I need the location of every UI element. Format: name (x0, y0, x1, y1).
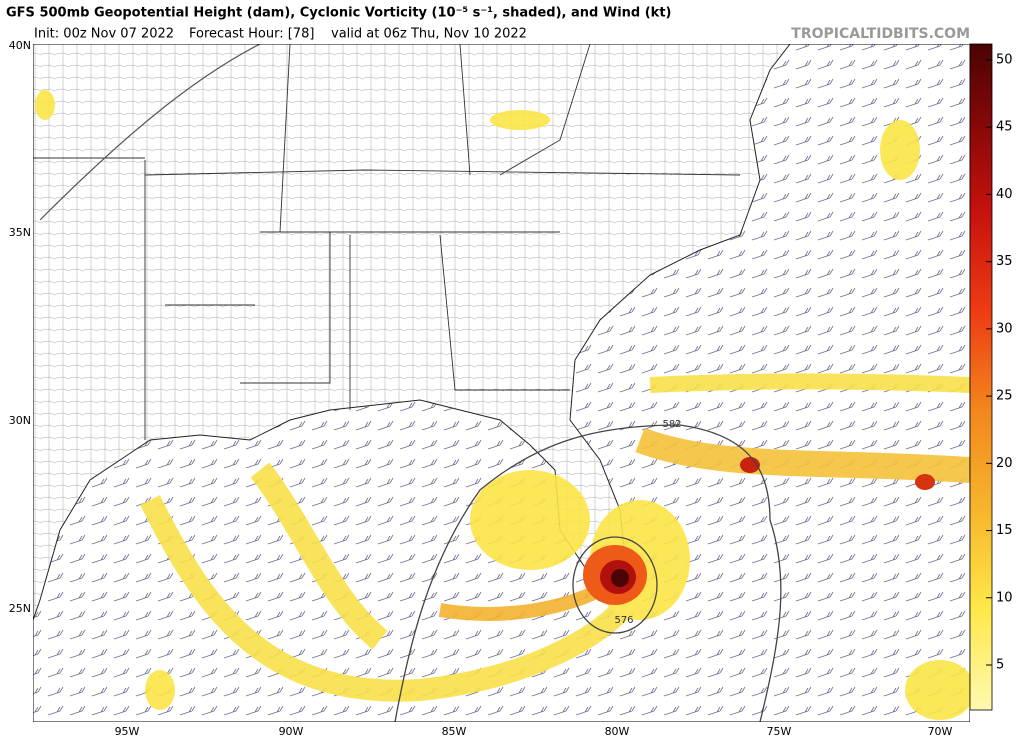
colorbar-tick-label: 15 (996, 523, 1013, 538)
valid-time: valid at 06z Thu, Nov 10 2022 (331, 27, 527, 42)
colorbar-tick-label: 5 (996, 658, 1004, 673)
source: TROPICALTIDBITS.COM (791, 26, 970, 42)
longitude-label: 70W (928, 725, 953, 738)
init-time: Init: 00z Nov 07 2022 (34, 27, 174, 42)
latitude-label: 30N (9, 414, 31, 427)
latitude-label: 40N (9, 39, 31, 52)
longitude-label: 80W (605, 725, 630, 738)
longitude-label: 75W (767, 725, 792, 738)
colorbar-tick-label: 40 (996, 187, 1013, 202)
latitude-label: 25N (9, 602, 31, 615)
longitude-label: 90W (279, 725, 304, 738)
latitude-label: 35N (9, 226, 31, 239)
colorbar-tick-label: 25 (996, 389, 1013, 404)
colorbar-tick-label: 45 (996, 120, 1013, 135)
colorbar-tick-label: 35 (996, 254, 1013, 269)
map (33, 44, 970, 722)
contour-label: 582 (662, 419, 681, 430)
longitude-label: 85W (442, 725, 467, 738)
contour-label: 576 (614, 615, 633, 626)
forecast-hour: Forecast Hour: [78] (189, 27, 314, 42)
colorbar-tick-label: 10 (996, 590, 1013, 605)
colorbar-tick-label: 20 (996, 456, 1013, 471)
colorbar (969, 43, 993, 711)
colorbar-tick-label: 50 (996, 53, 1013, 68)
colorbar-tick-label: 30 (996, 321, 1013, 336)
title: GFS 500mb Geopotential Height (dam), Cyc… (6, 6, 672, 21)
longitude-label: 95W (115, 725, 140, 738)
